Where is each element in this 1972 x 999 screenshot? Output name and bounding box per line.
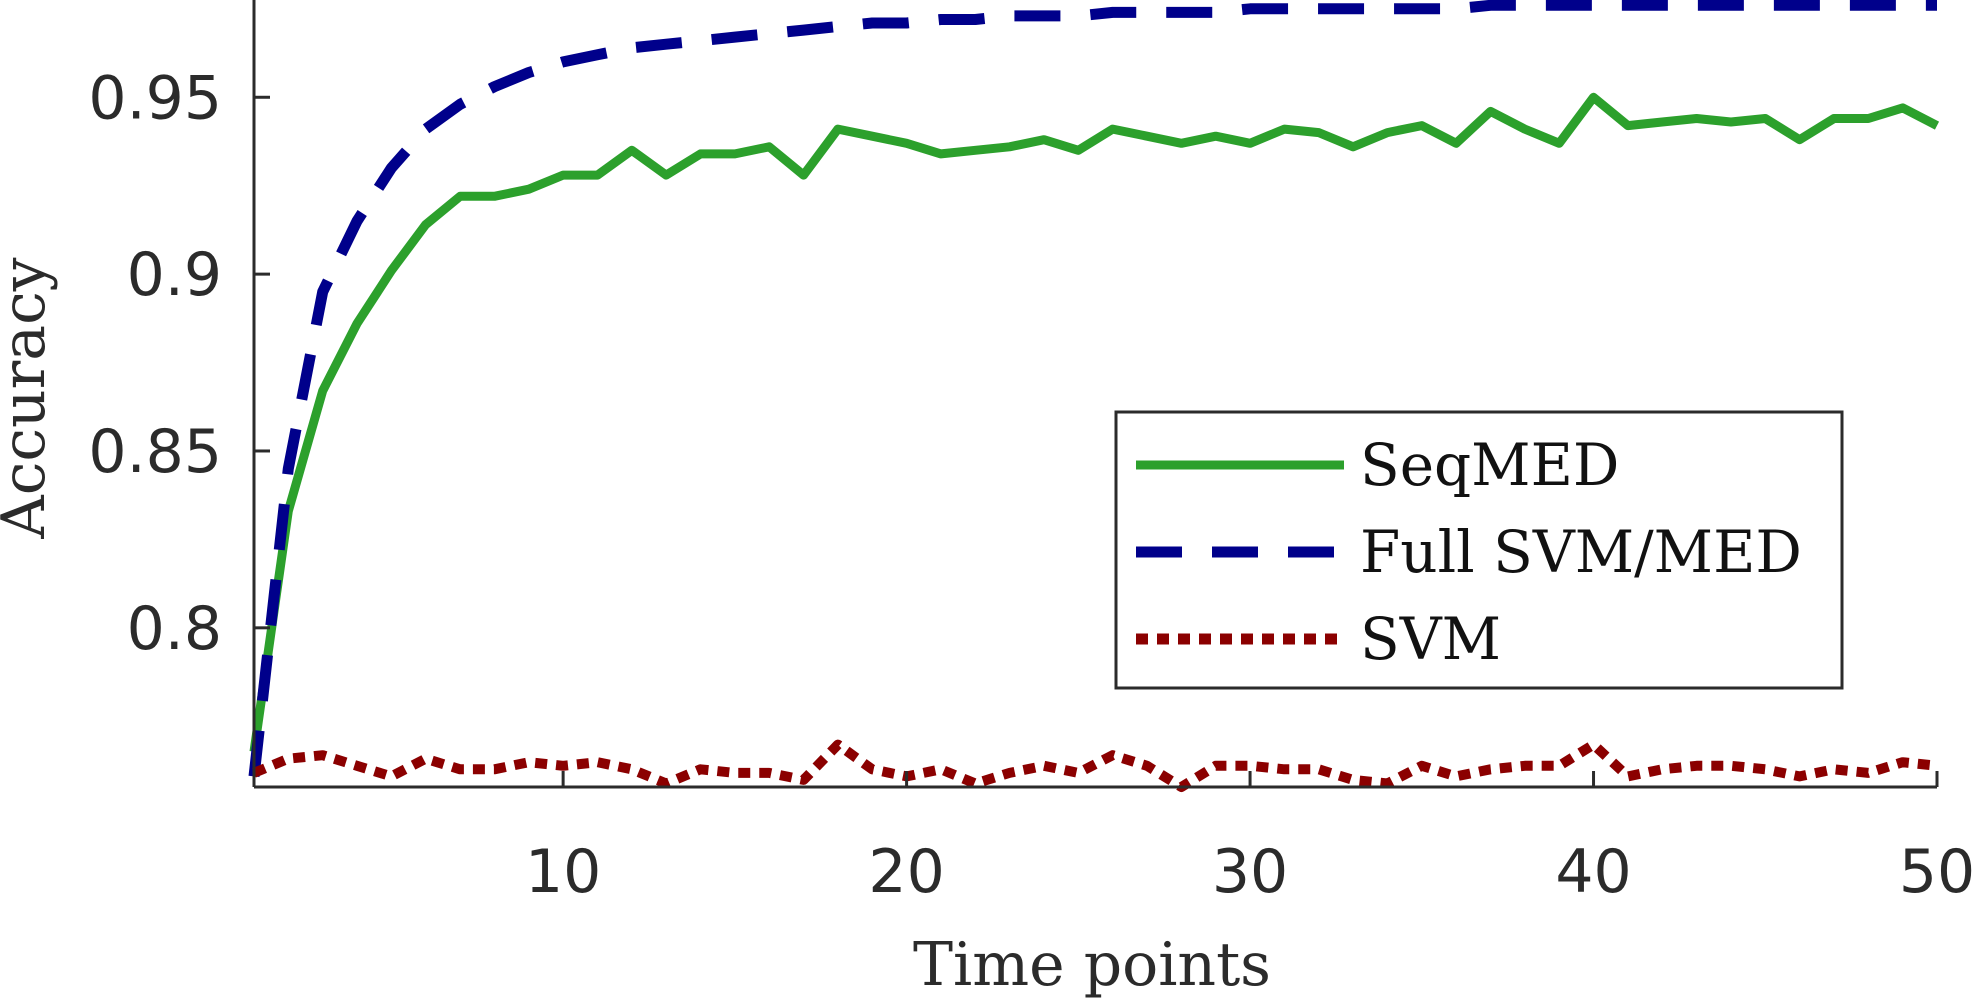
ticks: 10 20 30 40 50 0.8 0.85 0.9 0.95: [88, 63, 1972, 907]
x-tick-label: 40: [1555, 837, 1631, 907]
x-tick-label: 30: [1212, 837, 1288, 907]
series-line-1: [249, 92, 1940, 753]
y-tick-label: 0.85: [88, 417, 222, 487]
x-axis-title: Time points: [913, 930, 1271, 999]
y-axis-title: Accuracy: [0, 257, 59, 539]
x-tick-label: 20: [868, 837, 944, 907]
legend-label-3: SVM: [1360, 605, 1501, 673]
plot-lines: [248, 0, 1940, 792]
legend-label-2: Full SVM/MED: [1360, 518, 1802, 586]
x-tick-label: 10: [525, 837, 601, 907]
legend-label-1: SeqMED: [1360, 431, 1619, 499]
axes: [252, 0, 1937, 789]
y-tick-label: 0.95: [88, 63, 222, 133]
series-line-2: [248, 0, 1937, 778]
y-tick-label: 0.8: [127, 594, 222, 664]
legend: SeqMED Full SVM/MED SVM: [1114, 410, 1844, 690]
x-tick-label: 50: [1899, 837, 1972, 907]
series-line-3: [252, 739, 1938, 792]
y-tick-label: 0.9: [127, 240, 222, 310]
